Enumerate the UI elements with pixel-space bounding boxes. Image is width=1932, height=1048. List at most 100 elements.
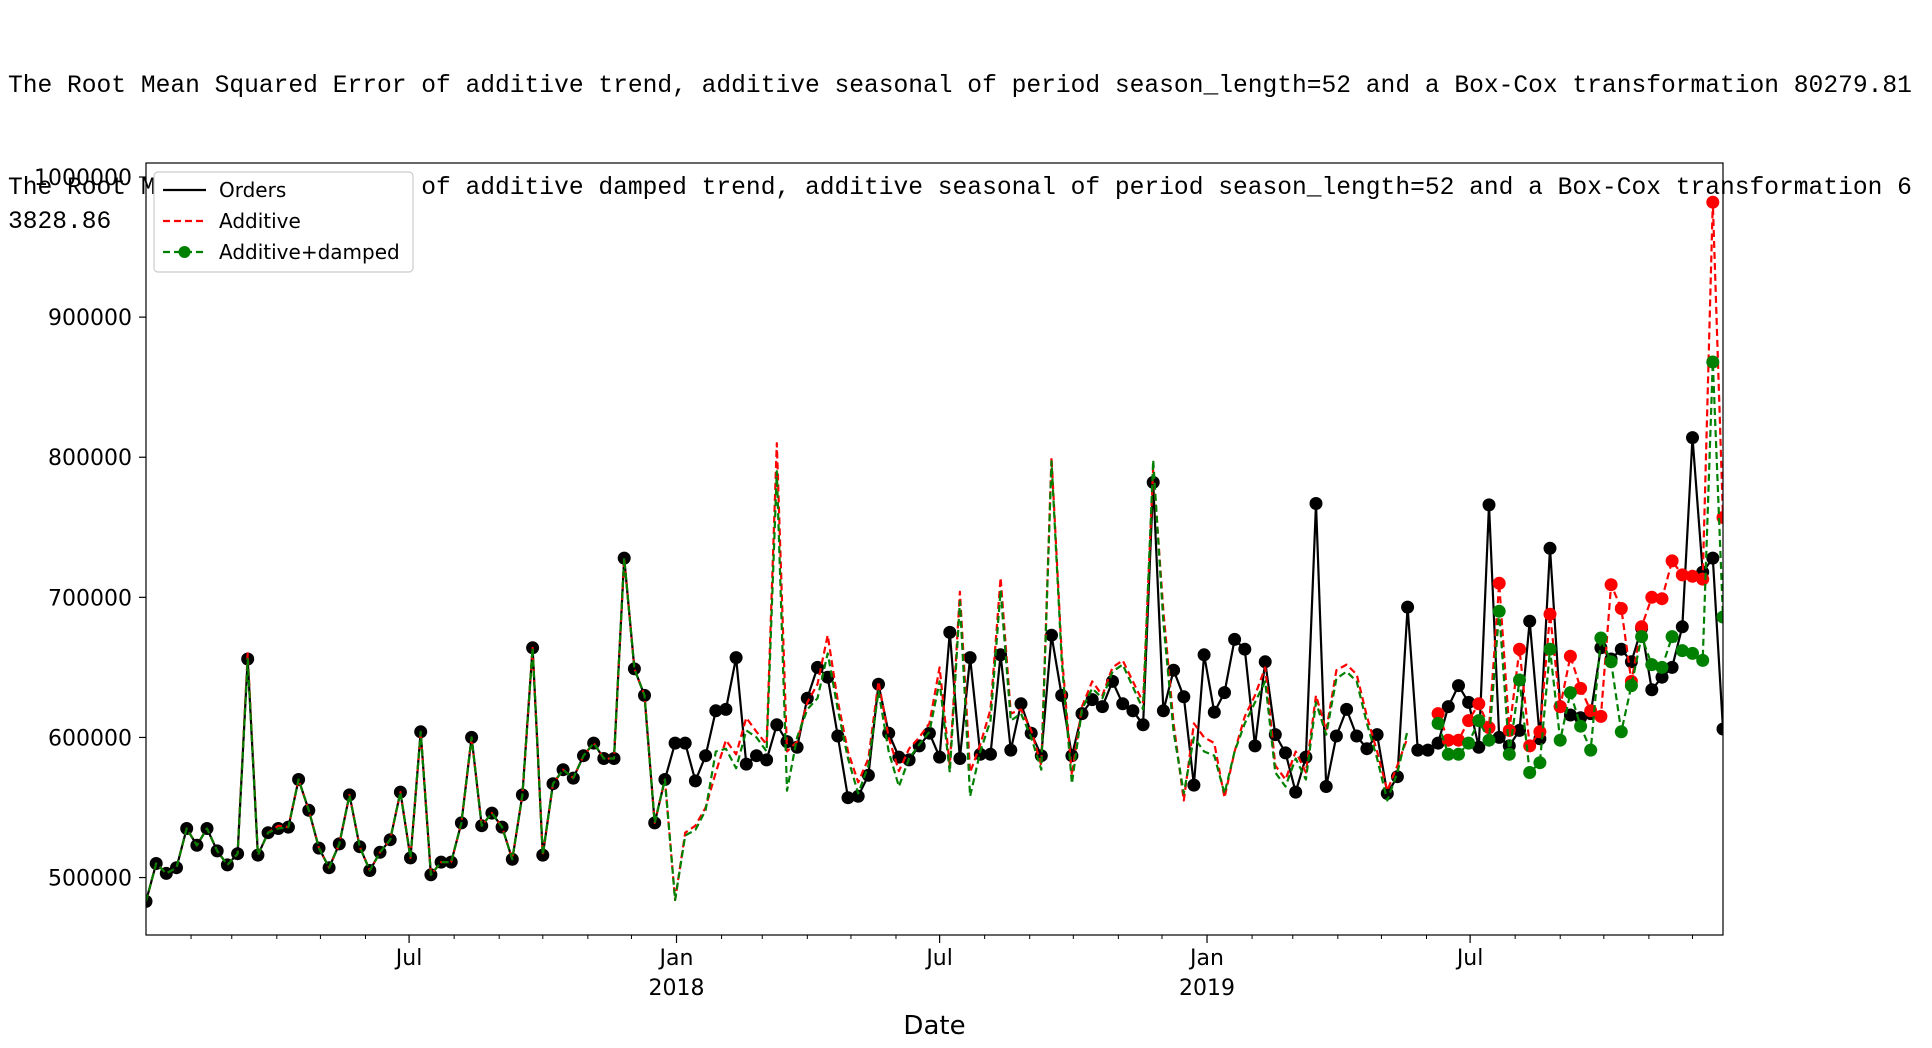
series-point [1696, 572, 1710, 586]
series-point [1706, 195, 1720, 209]
series-point [1441, 733, 1455, 747]
series-point [1370, 728, 1384, 742]
series-point [933, 750, 947, 764]
series-point [1675, 568, 1689, 582]
series-point [1492, 576, 1506, 590]
series-point [1452, 747, 1465, 761]
x-tick-year-label: 2019 [1179, 976, 1235, 1001]
series-point [1727, 552, 1740, 565]
series-point [1462, 714, 1476, 728]
series-point [1462, 736, 1476, 750]
series-point [536, 848, 550, 862]
series-point [1004, 743, 1018, 757]
series-point [1441, 700, 1455, 714]
series-point [800, 691, 814, 705]
series-point [1218, 686, 1231, 700]
series-point [1258, 655, 1272, 669]
series-point [1665, 630, 1679, 644]
series-point [1533, 756, 1547, 770]
series-point [1309, 497, 1323, 510]
series-point [1238, 642, 1252, 656]
series-point [1462, 695, 1476, 709]
series-point [1177, 690, 1191, 704]
legend-marker [178, 246, 191, 258]
series-point [1411, 743, 1425, 757]
series-point [1421, 743, 1435, 757]
series-point [1716, 610, 1723, 624]
x-axis-label: Date [903, 1011, 965, 1041]
series-point [1635, 620, 1649, 634]
series-point [1401, 600, 1415, 614]
series-point [1645, 683, 1659, 697]
x-tick-year-label: 2018 [649, 976, 705, 1001]
series-point [719, 702, 733, 716]
series-point [1452, 733, 1465, 747]
series-point [1167, 663, 1181, 677]
series-point [1594, 709, 1608, 723]
series-point [1543, 642, 1557, 656]
series-point [1207, 705, 1221, 719]
series-point [1452, 679, 1465, 693]
series-point [1563, 686, 1577, 700]
series-point [760, 753, 774, 767]
series-point [973, 747, 987, 761]
legend-label: Orders [219, 178, 286, 202]
series-point [1523, 614, 1537, 628]
series-point [1329, 729, 1343, 743]
series-line-additive [146, 442, 1409, 902]
series-point [1085, 693, 1099, 707]
series-point [1319, 780, 1333, 793]
legend-label: Additive+damped [219, 240, 400, 264]
x-tick-label: Jan [1188, 946, 1224, 971]
series-point [1492, 730, 1506, 744]
series-point [1492, 604, 1506, 618]
series-line-additive-damped [146, 458, 1409, 902]
series-point [963, 651, 977, 665]
series-point [1574, 719, 1588, 733]
series-point [1635, 630, 1649, 644]
series-point [699, 749, 713, 763]
series-point [1543, 541, 1557, 555]
y-tick-label: 800000 [48, 446, 132, 471]
series-point [1543, 607, 1557, 621]
series-point [1614, 725, 1628, 739]
series-point [1248, 739, 1262, 753]
series-point [1095, 700, 1109, 714]
series-point [1594, 631, 1608, 645]
series-point [770, 718, 784, 732]
series-point [1563, 649, 1577, 663]
series-point [1502, 747, 1516, 761]
series-point [617, 551, 631, 565]
series-point [953, 752, 967, 765]
series-point [170, 861, 183, 875]
series-point [668, 736, 682, 750]
series-point [1106, 674, 1119, 688]
series-point [1706, 551, 1720, 565]
series-point [1614, 642, 1628, 656]
series-point [1523, 766, 1537, 779]
series-point [1706, 355, 1720, 369]
series-point [1431, 716, 1445, 730]
series-point [1197, 648, 1211, 662]
series-point [1513, 723, 1526, 737]
series-point [709, 704, 723, 718]
series-point [1716, 722, 1723, 736]
series-point [1045, 628, 1058, 642]
series-point [1686, 569, 1699, 583]
series-point [678, 736, 692, 750]
series-point [1533, 725, 1547, 739]
series-point [1686, 431, 1699, 445]
series-line-additive [1437, 201, 1723, 748]
series-point [1737, 510, 1750, 523]
series-point [1187, 778, 1201, 792]
plot-area [146, 195, 1750, 908]
series-point [1156, 704, 1170, 718]
series-point [1675, 620, 1689, 634]
legend-box [153, 171, 414, 273]
series-point [1737, 615, 1750, 628]
series-point [251, 848, 265, 862]
series-point [1574, 681, 1588, 695]
series-point [1441, 747, 1455, 761]
series-point [1472, 740, 1486, 754]
